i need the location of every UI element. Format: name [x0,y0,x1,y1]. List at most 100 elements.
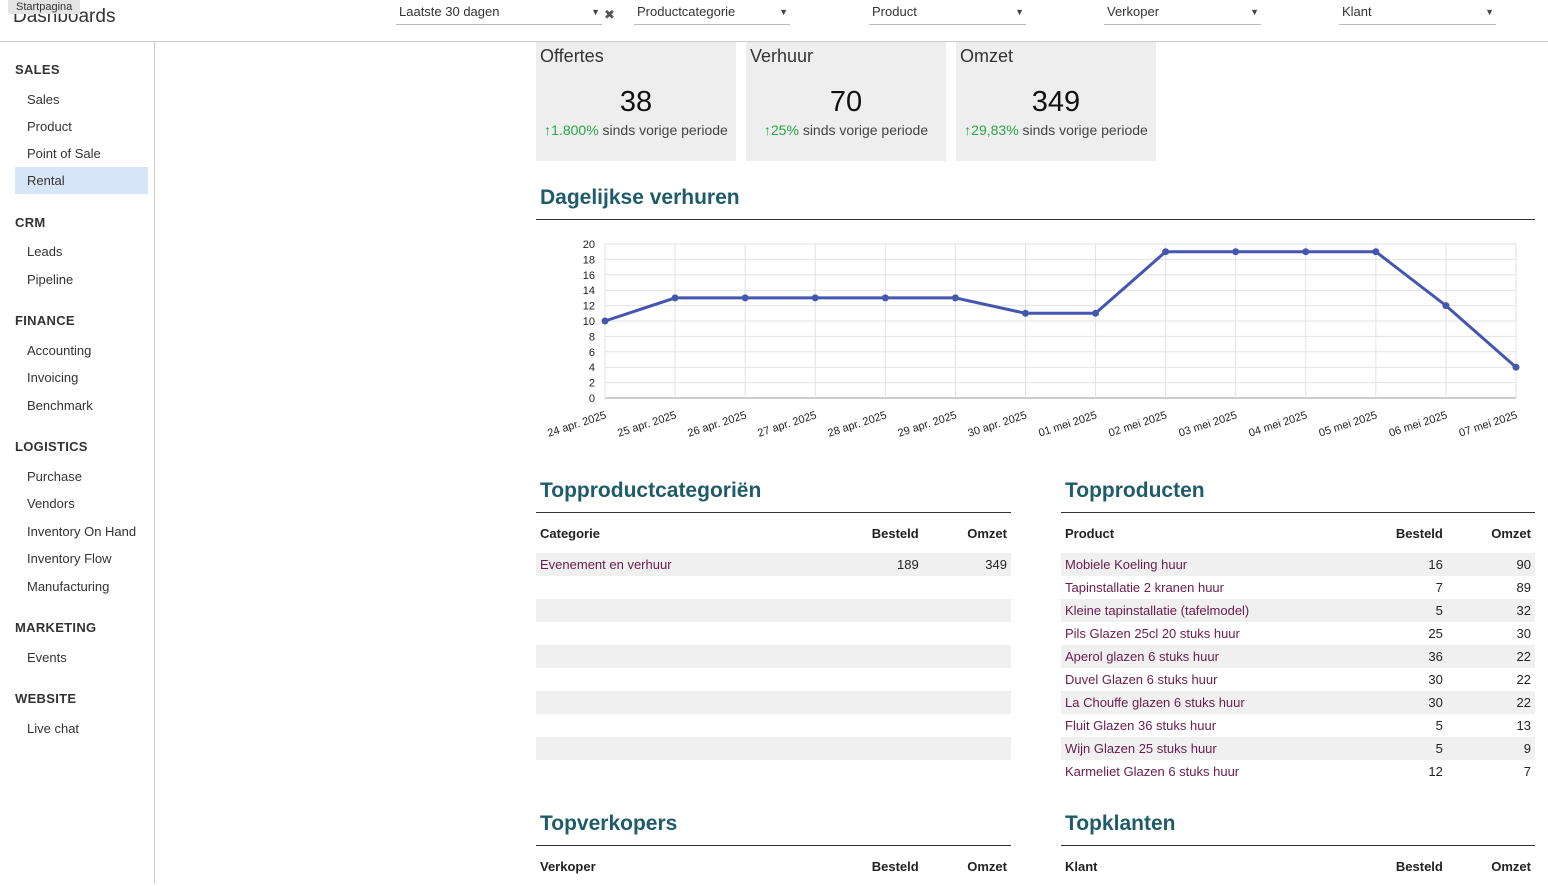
name-cell[interactable]: La Chouffe glazen 6 stuks huur [1061,691,1345,714]
sidebar: SALES Sales Product Point of Sale Rental CRM L… [0,42,155,884]
daily-rentals-chart: 0 2 4 6 8 10 12 14 16 18 20 24 apr. 2025 25 apr. 202… [546,239,1520,440]
sidebar-item-purchase[interactable]: Purchase [27,469,82,484]
table-row[interactable]: Kleine tapinstallatie (tafelmodel) 5 32 [1061,599,1535,622]
kpi-card-offertes[interactable]: Offertes 38 ↑1.800% sinds vorige periode [536,42,736,161]
column-header[interactable]: Omzet [1491,525,1531,541]
ordered-cell: 12 [1428,764,1443,779]
x-tick-label: 05 mei 2025 [1317,409,1378,439]
name-cell[interactable]: Fluit Glazen 36 stuks huur [1061,714,1345,737]
table-row[interactable]: Duvel Glazen 6 stuks huur 30 22 [1061,668,1535,691]
sidebar-item-live-chat[interactable]: Live chat [27,721,80,736]
sidebar-item-vendors[interactable]: Vendors [27,496,75,511]
column-header[interactable]: Verkoper [540,858,596,874]
ordered-cell: 189 [896,557,919,572]
sidebar-item-manufacturing[interactable]: Manufacturing [27,579,110,594]
record-link[interactable]: Wijn Glazen 25 stuks huur [1065,741,1217,756]
sidebar-item-accounting[interactable]: Accounting [27,343,92,358]
sidebar-item-events[interactable]: Events [27,650,67,665]
kpi-card-omzet[interactable]: Omzet 349 ↑29,83% sinds vorige periode [956,42,1156,161]
kpi-card-verhuur[interactable]: Verhuur 70 ↑25% sinds vorige periode [746,42,946,161]
kpi-value: 349 [1031,86,1081,118]
name-cell[interactable]: Evenement en verhuur [536,553,821,576]
column-header[interactable]: Besteld [1395,858,1443,874]
empty-row [536,714,1011,737]
table-row[interactable]: Pils Glazen 25cl 20 stuks huur 25 30 [1061,622,1535,645]
y-tick-label: 8 [589,331,595,343]
salesperson-filter[interactable]: Verkoper ▼ [1104,4,1261,25]
record-link[interactable]: Aperol glazen 6 stuks huur [1065,649,1219,664]
table-row[interactable]: Mobiele Koeling huur 16 90 [1061,553,1535,576]
column-header[interactable]: Besteld [871,858,919,874]
customer-filter[interactable]: Klant ▼ [1339,4,1496,25]
record-link[interactable]: Evenement en verhuur [540,557,672,572]
table-row[interactable]: Evenement en verhuur 189 349 [536,553,1011,576]
sidebar-item-product[interactable]: Product [27,119,72,134]
name-cell[interactable]: Wijn Glazen 25 stuks huur [1061,737,1345,760]
sidebar-item-pipeline[interactable]: Pipeline [27,272,74,287]
name-cell[interactable]: Karmeliet Glazen 6 stuks huur [1061,760,1345,783]
table-header-row: Categorie Besteld Omzet [536,513,1011,553]
column-header[interactable]: Omzet [967,858,1007,874]
sidebar-item-benchmark[interactable]: Benchmark [27,398,93,413]
sidebar-item-inventory-flow[interactable]: Inventory Flow [27,551,112,566]
revenue-cell: 89 [1516,580,1531,595]
sidebar-item-inventory-on-hand[interactable]: Inventory On Hand [27,524,137,539]
product-category-filter[interactable]: Productcategorie ▼ [634,4,790,25]
sidebar-item-invoicing[interactable]: Invoicing [27,370,79,385]
empty-row [536,622,1011,645]
name-cell[interactable]: Mobiele Koeling huur [1061,553,1345,576]
y-tick-label: 12 [583,301,595,313]
table-row[interactable]: Karmeliet Glazen 6 stuks huur 12 7 [1061,760,1535,783]
column-header[interactable]: Categorie [540,525,600,541]
divider [1061,845,1535,846]
column-header[interactable]: Omzet [1491,858,1531,874]
clear-filter-icon[interactable]: ✖ [604,7,615,22]
name-cell[interactable]: Duvel Glazen 6 stuks huur [1061,668,1345,691]
arrow-up-icon: ↑ [964,122,972,138]
data-point [741,294,749,302]
record-link[interactable]: Mobiele Koeling huur [1065,557,1188,572]
column-header[interactable]: Omzet [967,525,1007,541]
y-tick-label: 16 [583,270,595,282]
caret-down-icon: ▼ [1250,7,1259,17]
x-tick-label: 07 mei 2025 [1458,409,1519,439]
date-range-filter[interactable]: Laatste 30 dagen ▼ [396,4,602,25]
data-point [1021,309,1029,317]
x-tick-label: 28 apr. 2025 [826,409,888,439]
column-header[interactable]: Klant [1065,858,1098,874]
revenue-cell: 13 [1516,718,1531,733]
empty-row [536,691,1011,714]
table-row[interactable]: La Chouffe glazen 6 stuks huur 30 22 [1061,691,1535,714]
record-link[interactable]: Tapinstallatie 2 kranen huur [1065,580,1224,595]
record-link[interactable]: Fluit Glazen 36 stuks huur [1065,718,1217,733]
breadcrumb-tooltip: Startpagina [8,0,81,14]
filter-value: Product [872,4,917,19]
data-point [1372,248,1380,256]
sidebar-item-sales[interactable]: Sales [27,92,60,107]
data-point [951,294,959,302]
table-row[interactable]: Wijn Glazen 25 stuks huur 5 9 [1061,737,1535,760]
column-header[interactable]: Product [1065,525,1115,541]
record-link[interactable]: Kleine tapinstallatie (tafelmodel) [1065,603,1250,618]
table-row[interactable]: Fluit Glazen 36 stuks huur 5 13 [1061,714,1535,737]
data-point [1302,248,1310,256]
table-row[interactable]: Tapinstallatie 2 kranen huur 7 89 [1061,576,1535,599]
table-row[interactable]: Aperol glazen 6 stuks huur 36 22 [1061,645,1535,668]
name-cell[interactable]: Pils Glazen 25cl 20 stuks huur [1061,622,1345,645]
sidebar-item-leads[interactable]: Leads [27,244,63,259]
column-header[interactable]: Besteld [1395,525,1443,541]
name-cell[interactable]: Aperol glazen 6 stuks huur [1061,645,1345,668]
record-link[interactable]: Karmeliet Glazen 6 stuks huur [1065,764,1240,779]
ordered-cell: 30 [1428,672,1443,687]
column-header[interactable]: Besteld [871,525,919,541]
caret-down-icon: ▼ [1015,7,1024,17]
record-link[interactable]: Duvel Glazen 6 stuks huur [1065,672,1218,687]
sidebar-item-rental[interactable]: Rental [15,167,148,194]
name-cell[interactable]: Kleine tapinstallatie (tafelmodel) [1061,599,1345,622]
revenue-cell: 32 [1516,603,1531,618]
name-cell[interactable]: Tapinstallatie 2 kranen huur [1061,576,1345,599]
product-filter[interactable]: Product ▼ [869,4,1026,25]
record-link[interactable]: Pils Glazen 25cl 20 stuks huur [1065,626,1240,641]
sidebar-item-point-of-sale[interactable]: Point of Sale [27,146,101,161]
record-link[interactable]: La Chouffe glazen 6 stuks huur [1065,695,1245,710]
